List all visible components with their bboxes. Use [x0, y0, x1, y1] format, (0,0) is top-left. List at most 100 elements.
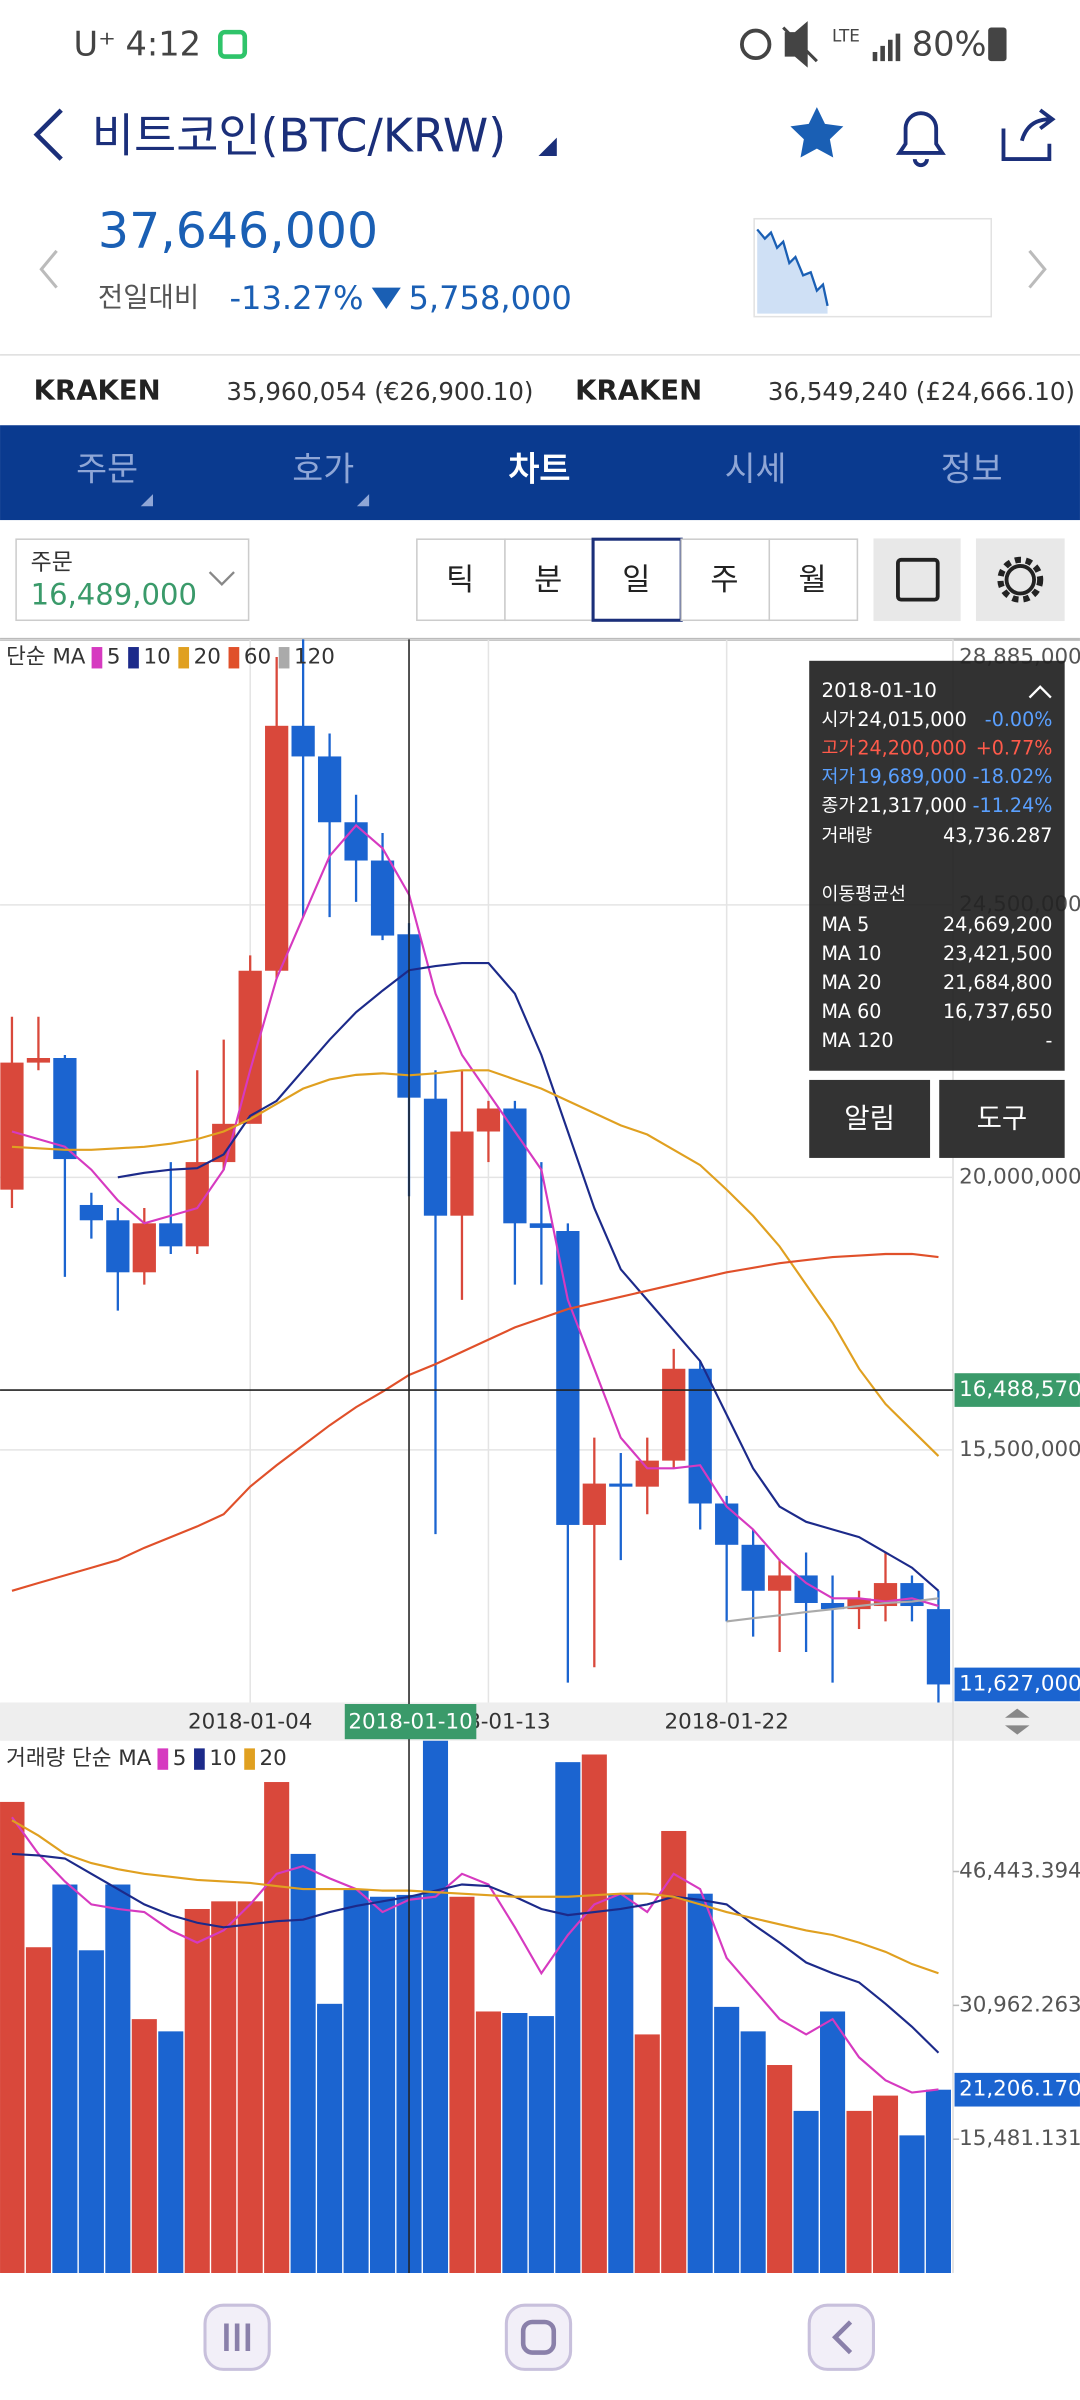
battery-icon	[988, 27, 1007, 62]
panel-label: MA 20	[821, 971, 881, 994]
y-tick-label: 30,962.263	[959, 1992, 1080, 2017]
network: LTE	[832, 26, 860, 46]
scroll-handle[interactable]	[1005, 1708, 1030, 1735]
volume-bar	[608, 1893, 634, 2274]
volume-bar	[925, 2089, 951, 2274]
volume-bar	[158, 2031, 184, 2274]
candle-body	[0, 1062, 24, 1190]
panel-label: 시가	[821, 709, 855, 730]
candle-body	[185, 1162, 209, 1247]
prev-arrow[interactable]	[39, 249, 58, 289]
panel-value: 43,736.287	[943, 824, 1052, 847]
legend-label: 5	[173, 1746, 187, 1771]
panel-label: 저가	[821, 767, 855, 788]
legend-swatch	[278, 647, 290, 669]
period-button[interactable]	[416, 538, 506, 622]
candle-body	[132, 1223, 156, 1273]
candle-body	[582, 1483, 606, 1525]
exchange-name: KRAKEN	[575, 375, 702, 407]
home-button[interactable]	[504, 2303, 573, 2371]
legend-label: 10	[143, 645, 170, 670]
x-tick-label: 2018-01-04	[188, 1709, 312, 1734]
change-label: 전일대비	[98, 281, 199, 313]
tool-button[interactable]	[809, 1079, 931, 1158]
alarm-icon	[740, 28, 772, 61]
ma-line	[726, 1597, 939, 1623]
legend-swatch	[228, 647, 240, 669]
volume-bar	[740, 2031, 766, 2274]
volume-bar	[422, 1740, 449, 2274]
volume-plot	[0, 1740, 951, 2274]
period-button[interactable]	[680, 538, 771, 622]
legend-label: 5	[107, 645, 121, 670]
legend-swatch	[91, 647, 103, 669]
volume-bar	[25, 1947, 51, 2274]
candle-body	[159, 1223, 183, 1247]
back-nav-icon	[831, 2320, 853, 2355]
period-button[interactable]	[504, 538, 594, 622]
volume-bar	[820, 2011, 846, 2274]
title-dropdown[interactable]	[538, 137, 557, 157]
volume-bar	[52, 1884, 78, 2274]
candle-body	[370, 860, 395, 936]
back-button[interactable]	[33, 108, 63, 161]
order-box[interactable]	[15, 538, 250, 622]
candle-body	[450, 1131, 474, 1216]
candle-body	[556, 1231, 580, 1525]
last-price: 11,627,000	[959, 1671, 1080, 1696]
volume-bar	[899, 2135, 925, 2274]
title[interactable]: 비트코인(BTC/KRW)	[92, 109, 506, 163]
candle-body	[609, 1483, 633, 1487]
panel-value: 16,737,650	[943, 1000, 1052, 1023]
alert-button[interactable]	[895, 111, 946, 168]
favorite-button[interactable]	[790, 107, 844, 158]
date-axis-band	[0, 1702, 1080, 1741]
volume-bar	[290, 1853, 316, 2274]
panel-collapse[interactable]	[1028, 685, 1052, 699]
panel-label: MA 60	[821, 1000, 881, 1023]
candle-body	[26, 1058, 51, 1063]
volume-bar	[370, 1896, 396, 2274]
next-arrow[interactable]	[1028, 249, 1047, 289]
candle-body	[662, 1368, 686, 1461]
legend-title: 단순 MA	[6, 645, 86, 670]
settings-icon-teeth	[997, 556, 1044, 603]
candle-body	[53, 1058, 77, 1160]
candle-body	[344, 822, 368, 861]
settings-button[interactable]	[975, 538, 1065, 622]
tool-button[interactable]	[939, 1079, 1065, 1158]
layout-button[interactable]	[873, 538, 961, 622]
last-price-box	[954, 1667, 1080, 1702]
tabs: 주문 호가 차트 시세 정보	[76, 450, 1003, 507]
y-tick-label: 46,443.394	[959, 1859, 1080, 1884]
tab-bar	[0, 425, 1080, 521]
volume-bar	[0, 1801, 25, 2274]
period-button[interactable]	[768, 538, 859, 622]
order-dropdown	[208, 571, 235, 586]
ma-line	[11, 1819, 939, 1975]
tab[interactable]: 차트	[508, 450, 570, 489]
panel-background	[809, 660, 1065, 1071]
tab[interactable]: 주문	[76, 450, 138, 489]
volume-bar	[634, 2034, 660, 2274]
back-nav-button[interactable]	[807, 2303, 875, 2371]
legend-label: 20	[194, 645, 221, 670]
volume-bar	[475, 2011, 501, 2274]
crosshair-value-box	[954, 1373, 1080, 1407]
panel-value: 23,421,500	[943, 942, 1052, 965]
exchange-price: 35,960,054 (€26,900.10)	[226, 377, 533, 406]
toolbar: 주문 16,489,000 틱 분 일 주 월	[15, 537, 1065, 622]
share-button[interactable]	[1001, 108, 1056, 161]
tab[interactable]: 정보	[941, 450, 1003, 489]
candle-body	[79, 1204, 103, 1221]
legend-swatch	[157, 1748, 169, 1770]
mini-chart-area	[757, 229, 828, 314]
panel-value: 21,317,000	[857, 794, 966, 817]
volume-bar	[528, 2016, 554, 2274]
tab[interactable]: 호가	[292, 450, 354, 489]
volume-bar	[105, 1884, 131, 2274]
tab[interactable]: 시세	[725, 450, 787, 489]
volume-bar	[767, 2065, 793, 2274]
